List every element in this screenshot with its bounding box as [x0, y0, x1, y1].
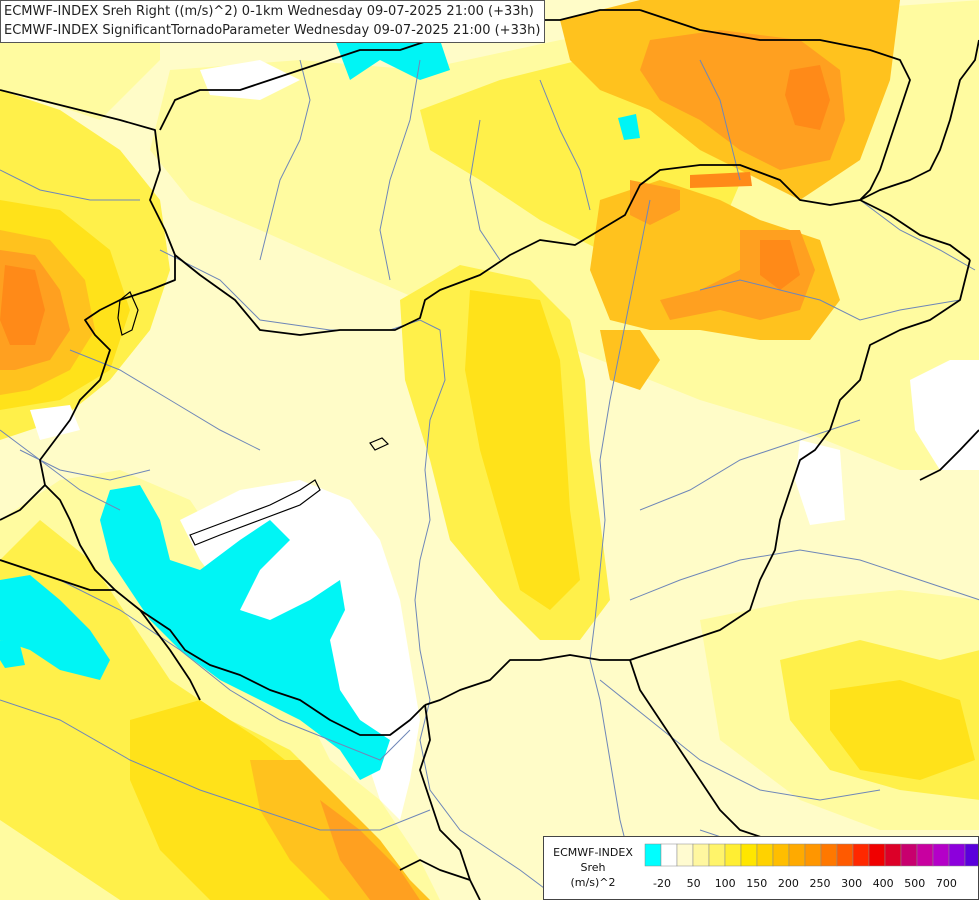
hron-river — [469, 119, 501, 261]
border-ukraine-romania — [859, 39, 979, 201]
river-east-1 — [859, 199, 976, 271]
border-czech-slovak — [0, 89, 176, 256]
sreh-region-orange-deep — [760, 240, 800, 290]
border-austria-slovenia — [0, 484, 46, 521]
sreh-region-gold — [830, 680, 975, 780]
maros-river — [629, 549, 979, 601]
colorbar-swatch — [852, 843, 870, 867]
border-hungary-west — [39, 255, 176, 486]
border-bosnia-serbia — [399, 859, 471, 881]
colorbar-tick-label: 700 — [936, 877, 957, 890]
river-west-1 — [0, 169, 140, 201]
sreh-region-white — [30, 405, 80, 440]
map-title-sreh: ECMWF-INDEX Sreh Right ((m/s)^2) 0-1km W… — [4, 4, 534, 19]
colorbar-swatch — [948, 843, 966, 867]
colorbar: -20 50 100 150 200 250 300 400 500 700 — [644, 843, 978, 890]
border-slovenia-croatia — [0, 559, 115, 591]
szamos-river — [699, 279, 961, 321]
sreh-region-white — [795, 440, 845, 525]
colorbar-swatch — [788, 843, 806, 867]
vah-river — [379, 59, 421, 281]
lake-balaton — [189, 479, 321, 546]
border-hungary-south — [44, 484, 426, 736]
colorbar-swatch — [756, 843, 774, 867]
colorbar-tick-label: 300 — [841, 877, 862, 890]
sreh-region-cyan — [0, 575, 110, 680]
map-title-stp: ECMWF-INDEX SignificantTornadoParameter … — [4, 23, 541, 38]
sreh-region-cyan — [618, 114, 640, 140]
legend-caption: ECMWF-INDEX Sreh (m/s)^2 — [546, 845, 640, 890]
colorbar-swatch — [916, 843, 934, 867]
colorbar-tick-label: 500 — [904, 877, 925, 890]
border-slovak-poland — [159, 9, 640, 131]
border-hungary-north — [174, 164, 971, 336]
colorbar-swatch — [772, 843, 790, 867]
border-slovak-ukraine — [639, 9, 911, 201]
colorbar-tick-label: 150 — [746, 877, 767, 890]
colorbar-swatch — [740, 843, 758, 867]
colorbar-tick-label: 50 — [687, 877, 701, 890]
border-croatia-bosnia — [139, 609, 201, 701]
colorbar-legend: ECMWF-INDEX Sreh (m/s)^2 -20 50 100 150 200 2… — [543, 836, 979, 900]
sreh-region-orange — [320, 800, 420, 900]
legend-variable: Sreh — [580, 861, 606, 874]
colorbar-swatch — [708, 843, 726, 867]
raab-river — [69, 349, 261, 451]
sreh-region-orange-deep — [0, 265, 45, 345]
colorbar-swatch — [884, 843, 902, 867]
river-north-2 — [699, 59, 741, 181]
colorbar-swatch — [724, 843, 742, 867]
colorbar-swatch — [932, 843, 950, 867]
colorbar-swatch — [836, 843, 854, 867]
lake-velence — [369, 437, 390, 451]
border-croatia-serbia — [419, 704, 481, 900]
map-title-box: ECMWF-INDEX Sreh Right ((m/s)^2) 0-1km W… — [0, 0, 546, 43]
lake-neusiedl — [117, 291, 139, 336]
sreh-region-cyan — [0, 640, 25, 668]
tisza-river — [589, 199, 651, 900]
river-south-1 — [599, 679, 881, 801]
colorbar-swatch — [676, 843, 694, 867]
colorbar-tick-label: 100 — [715, 877, 736, 890]
sreh-region-orange — [640, 30, 845, 170]
border-hungary-east — [424, 259, 971, 706]
border-romania-internal — [919, 429, 979, 481]
colorbar-swatch — [868, 843, 886, 867]
legend-source: ECMWF-INDEX — [553, 846, 633, 859]
colorbar-swatch — [820, 843, 838, 867]
sreh-region-orange — [630, 180, 680, 225]
sreh-region-orange-deep — [690, 172, 752, 188]
colorbar-swatch — [660, 843, 678, 867]
sreh-region-cyan — [100, 485, 390, 780]
colorbar-tick-label: -20 — [653, 877, 671, 890]
colorbar-swatch — [692, 843, 710, 867]
drava-river — [0, 559, 411, 761]
legend-unit: (m/s)^2 — [570, 876, 616, 889]
colorbar-swatch — [804, 843, 822, 867]
sava-river — [0, 699, 431, 831]
koros-river — [639, 419, 861, 511]
colorbar-swatch — [644, 843, 662, 867]
sreh-region-gold — [465, 290, 580, 610]
colorbar-tick-label: 200 — [778, 877, 799, 890]
colorbar-tick-label: 400 — [873, 877, 894, 890]
sreh-region-orange-deep — [785, 65, 830, 130]
river-north-1 — [539, 79, 591, 211]
colorbar-swatch — [964, 843, 978, 867]
mura-river — [0, 429, 121, 511]
colorbar-tick-label: 250 — [810, 877, 831, 890]
colorbar-swatch — [900, 843, 918, 867]
sreh-region-white — [910, 360, 979, 470]
morava-river — [259, 59, 311, 261]
